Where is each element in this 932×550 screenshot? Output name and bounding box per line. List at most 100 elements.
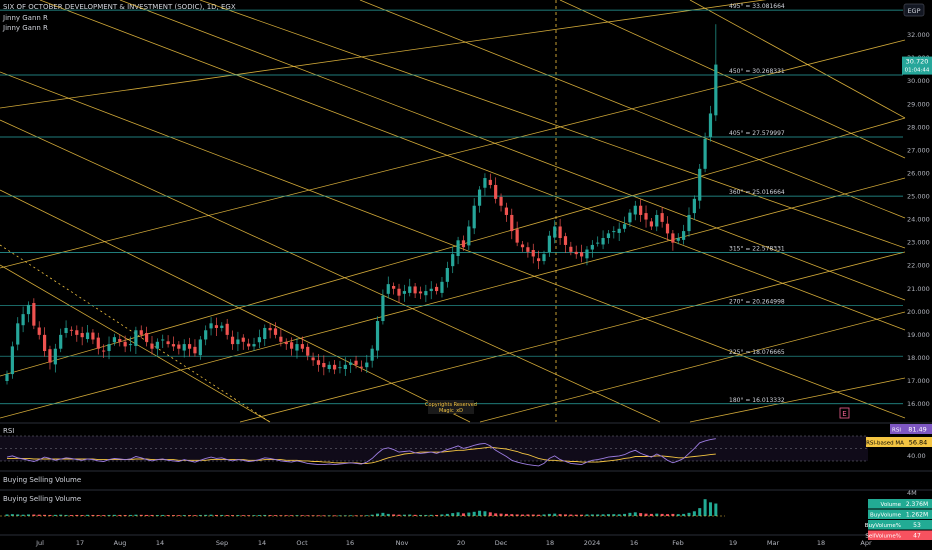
volume-legend-name-1: BuyVolume bbox=[870, 513, 902, 519]
volume-bar-11 bbox=[64, 514, 68, 516]
volume-bar-113 bbox=[612, 514, 616, 516]
volume-bar-118 bbox=[639, 513, 643, 516]
candle-121 bbox=[655, 210, 659, 232]
time-tick-4: Sep bbox=[216, 539, 228, 547]
candles bbox=[5, 24, 718, 385]
volume-bar-109 bbox=[590, 514, 594, 516]
candle-21 bbox=[118, 334, 122, 347]
volume-bar-91 bbox=[494, 513, 498, 516]
candle-132 bbox=[714, 24, 718, 122]
candle-47 bbox=[257, 329, 261, 349]
volume-bar-117 bbox=[633, 512, 637, 516]
volume-bar-32 bbox=[177, 515, 181, 516]
gann-fan-line-15 bbox=[199, 0, 906, 249]
volume-bar-8 bbox=[48, 514, 52, 516]
volume-bar-16 bbox=[91, 514, 95, 516]
volume-bar-17 bbox=[96, 515, 100, 516]
candle-18 bbox=[102, 344, 106, 358]
candle-3 bbox=[21, 306, 25, 333]
candle-100 bbox=[542, 250, 546, 265]
volume-bar-71 bbox=[386, 513, 390, 516]
volume-bar-45 bbox=[247, 515, 251, 517]
volume-bar-84 bbox=[456, 512, 460, 516]
volume-bar-5 bbox=[32, 514, 36, 516]
volume-bar-29 bbox=[161, 514, 165, 516]
candle-56 bbox=[306, 343, 310, 361]
gann-level-label-1: 450° = 30.268331 bbox=[729, 68, 785, 75]
volume-bar-94 bbox=[510, 514, 514, 516]
volume-bar-19 bbox=[107, 514, 111, 516]
volume-bar-104 bbox=[563, 514, 567, 516]
candle-120 bbox=[649, 217, 653, 230]
rsi-pane[interactable]: RSI RSI 81.49 RSI-based MA 56.84 40.00 bbox=[0, 424, 932, 467]
candle-13 bbox=[75, 325, 79, 342]
candle-52 bbox=[284, 338, 288, 350]
volume-bar-105 bbox=[569, 514, 573, 516]
volume-bar-4 bbox=[26, 514, 30, 516]
time-axis[interactable]: Jul 17 Aug 14 Sep 14 Oct 16 Nov 20 Dec 18 2024 16 Feb 1… bbox=[35, 539, 872, 547]
candle-37 bbox=[204, 325, 208, 346]
volume-bar-82 bbox=[445, 513, 449, 516]
candle-53 bbox=[290, 337, 294, 356]
time-tick-1: 17 bbox=[76, 539, 84, 547]
candle-107 bbox=[579, 244, 584, 263]
currency-badge-label: EGP bbox=[907, 7, 920, 15]
volume-bar-48 bbox=[263, 514, 267, 516]
volume-pane-2[interactable]: Buying Selling Volume 4M Volume 2.376MBuy… bbox=[0, 489, 932, 540]
gann-level-label-5: 270° = 20.264998 bbox=[729, 299, 785, 306]
indicator-label-1[interactable]: Jinny Gann R bbox=[3, 14, 48, 22]
time-tick-18: Apr bbox=[860, 539, 872, 547]
volume-bar-41 bbox=[225, 515, 229, 516]
candle-44 bbox=[241, 334, 245, 350]
price-tick-1: 17.000 bbox=[907, 377, 930, 385]
indicator-label-2[interactable]: Jinny Gann R bbox=[3, 24, 48, 32]
currency-badge[interactable]: EGP bbox=[903, 3, 925, 17]
candle-1 bbox=[10, 341, 14, 379]
candle-62 bbox=[338, 360, 342, 374]
volume-bar-34 bbox=[188, 515, 192, 516]
gann-fan-line-12 bbox=[359, 0, 906, 219]
watermark: Copyrights Reserved Magic_xD bbox=[425, 400, 477, 414]
volume-bar-46 bbox=[252, 515, 256, 516]
volume-pane-1[interactable]: Buying Selling Volume bbox=[3, 476, 81, 484]
volume-bar-55 bbox=[300, 515, 304, 517]
rsi-line bbox=[6, 438, 716, 467]
volume-bar-77 bbox=[418, 514, 422, 516]
volume-bar-89 bbox=[483, 511, 487, 516]
price-tick-13: 29.000 bbox=[907, 100, 930, 108]
watermark-line-2: Magic_xD bbox=[439, 408, 463, 414]
candle-17 bbox=[96, 332, 100, 355]
gann-level-label-3: 360° = 25.016664 bbox=[729, 189, 785, 196]
last-price-value: 30.720 bbox=[906, 58, 929, 66]
candle-77 bbox=[418, 286, 423, 300]
candle-92 bbox=[499, 193, 503, 212]
candle-60 bbox=[327, 361, 331, 373]
volume-bar-101 bbox=[547, 513, 551, 516]
gann-fan-line-8 bbox=[0, 119, 661, 423]
time-tick-7: 16 bbox=[346, 539, 354, 547]
time-tick-10: Dec bbox=[495, 539, 508, 547]
gann-fan-line-4 bbox=[239, 251, 906, 423]
candle-129 bbox=[698, 163, 702, 209]
gann-fan-line-6 bbox=[689, 377, 906, 423]
gann-levels: 495° = 33.081664 450° = 30.268331 405° = 2… bbox=[0, 3, 903, 405]
volume-bar-0 bbox=[5, 514, 9, 516]
volume-bar-43 bbox=[236, 515, 240, 516]
event-badge[interactable]: E bbox=[839, 407, 850, 419]
candle-63 bbox=[343, 357, 347, 376]
gann-level-label-6: 225° = 18.076665 bbox=[729, 349, 785, 356]
volume-bar-33 bbox=[182, 515, 186, 516]
candle-50 bbox=[273, 322, 278, 339]
price-tick-7: 23.000 bbox=[907, 239, 930, 247]
time-tick-0: Jul bbox=[35, 539, 44, 547]
gann-fan-line-16 bbox=[39, 0, 906, 331]
candle-117 bbox=[633, 200, 637, 221]
volume-bar-52 bbox=[284, 515, 288, 517]
candle-35 bbox=[193, 339, 197, 357]
volume-bar-35 bbox=[193, 515, 197, 516]
price-axis[interactable]: 16.000 17.000 18.000 19.000 20.000 21.000 22.0… bbox=[907, 31, 930, 408]
volume-bar-114 bbox=[617, 514, 621, 516]
volume-bar-129 bbox=[698, 508, 702, 516]
